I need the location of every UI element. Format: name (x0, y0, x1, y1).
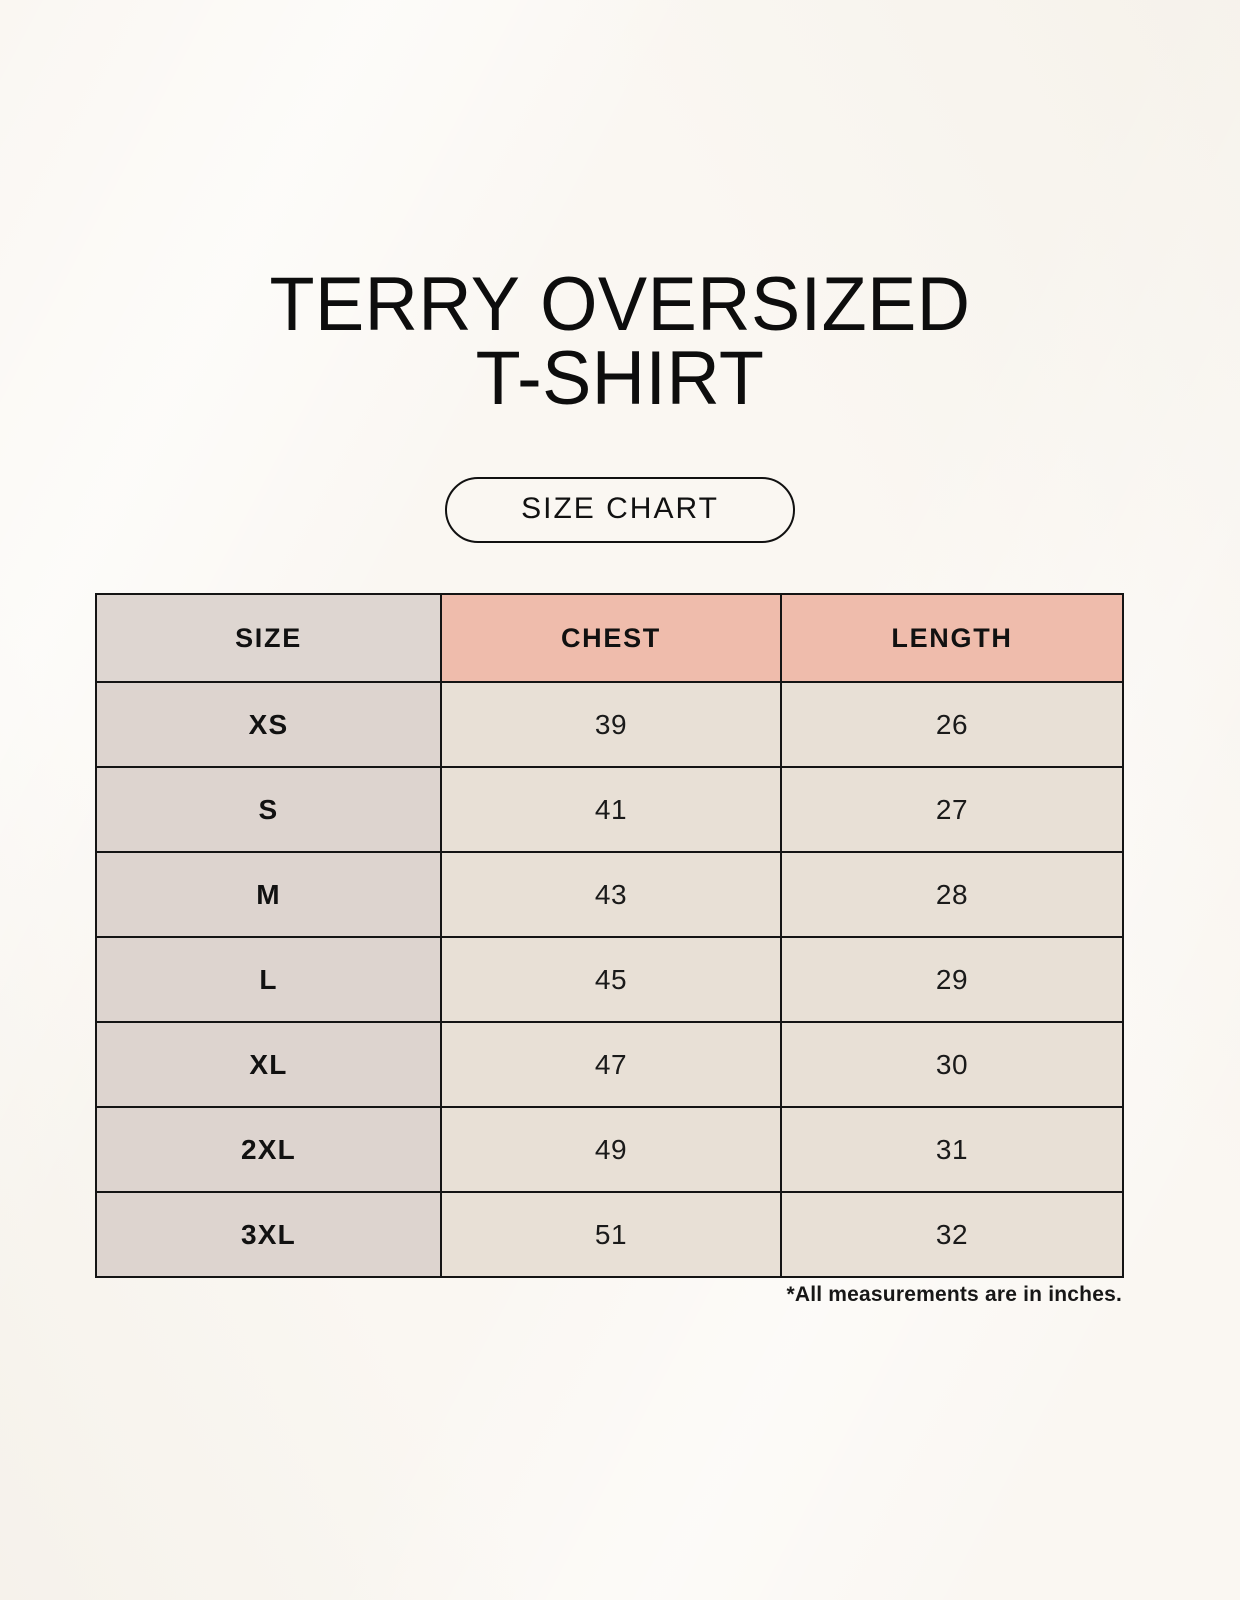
cell-length: 28 (780, 851, 1124, 938)
cell-size: L (95, 936, 442, 1023)
table-row: XL 47 30 (95, 1021, 1124, 1108)
table-row: L 45 29 (95, 936, 1124, 1023)
cell-length: 29 (780, 936, 1124, 1023)
size-table: SIZE CHEST LENGTH XS 39 26 S 41 27 M (95, 593, 1124, 1278)
cell-length: 30 (780, 1021, 1124, 1108)
cell-size: XS (95, 681, 442, 768)
cell-size: M (95, 851, 442, 938)
size-table-container: SIZE CHEST LENGTH XS 39 26 S 41 27 M (95, 593, 1124, 1278)
cell-chest: 51 (440, 1191, 782, 1278)
table-row: XS 39 26 (95, 681, 1124, 768)
column-header-chest: CHEST (440, 593, 782, 683)
cell-size: 2XL (95, 1106, 442, 1193)
cell-size: XL (95, 1021, 442, 1108)
cell-length: 31 (780, 1106, 1124, 1193)
page-title: TERRY OVERSIZED T-SHIRT (269, 262, 971, 422)
table-header: SIZE CHEST LENGTH (95, 593, 1124, 683)
size-chart-badge: SIZE CHART (445, 477, 795, 543)
cell-chest: 47 (440, 1021, 782, 1108)
cell-length: 26 (780, 681, 1124, 768)
table-row: 3XL 51 32 (95, 1191, 1124, 1278)
cell-length: 27 (780, 766, 1124, 853)
cell-chest: 39 (440, 681, 782, 768)
cell-size: S (95, 766, 442, 853)
cell-chest: 49 (440, 1106, 782, 1193)
table-body: XS 39 26 S 41 27 M 43 28 L 45 29 (95, 681, 1124, 1278)
column-header-size: SIZE (95, 593, 442, 683)
table-row: M 43 28 (95, 851, 1124, 938)
cell-length: 32 (780, 1191, 1124, 1278)
table-row: 2XL 49 31 (95, 1106, 1124, 1193)
cell-size: 3XL (95, 1191, 442, 1278)
measurement-footnote: *All measurements are in inches. (786, 1283, 1122, 1306)
cell-chest: 45 (440, 936, 782, 1023)
table-row: S 41 27 (95, 766, 1124, 853)
column-header-length: LENGTH (780, 593, 1124, 683)
cell-chest: 43 (440, 851, 782, 938)
table-header-row: SIZE CHEST LENGTH (95, 593, 1124, 683)
badge-container: SIZE CHART (0, 477, 1240, 543)
cell-chest: 41 (440, 766, 782, 853)
